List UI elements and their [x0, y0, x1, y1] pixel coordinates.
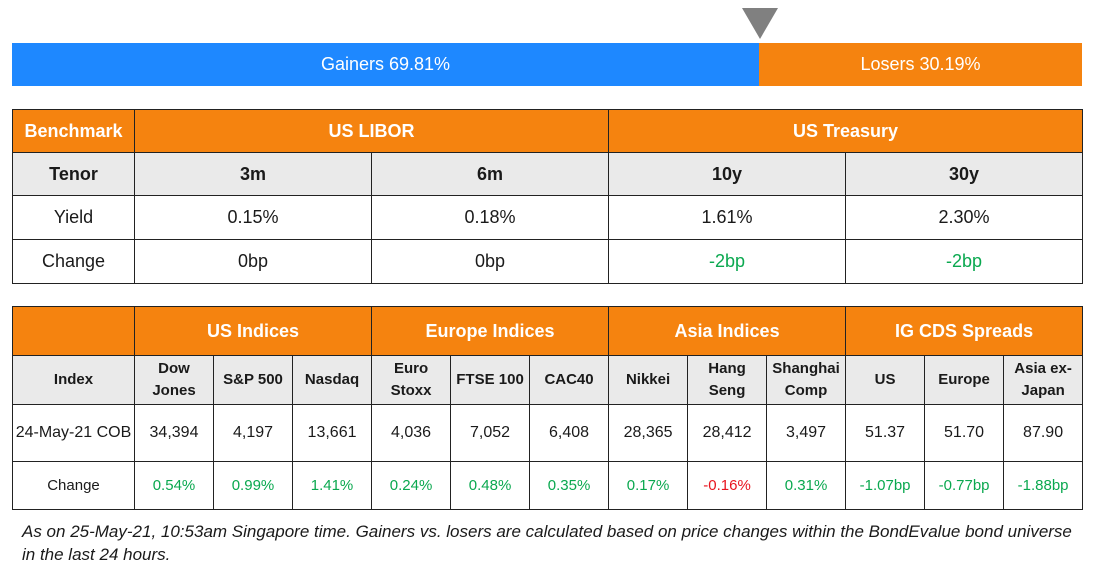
index-name-line: Comp [784, 382, 828, 399]
rate-change-cell: -2bp [845, 239, 1084, 284]
index-value-cell: 28,365 [608, 404, 689, 462]
rate-change-cell: -2bp [608, 239, 847, 284]
rates-header-row: Benchmark US LIBOR US Treasury [12, 109, 1084, 153]
footnote: As on 25-May-21, 10:53am Singapore time.… [22, 522, 1072, 564]
breadth-marker-icon [742, 8, 778, 39]
index-name-cell: Shanghai Comp [766, 355, 847, 405]
yield-cell: 0.18% [370, 195, 610, 240]
index-name-line: US [874, 371, 896, 388]
us-treasury-header: US Treasury [608, 109, 1084, 153]
index-name-line: Jones [152, 382, 196, 399]
change-label: Change [12, 461, 135, 510]
index-name-line: FTSE 100 [456, 371, 524, 388]
index-value-cell: 51.37 [845, 404, 926, 462]
index-name-line: Euro [393, 360, 429, 377]
index-change-cell: 0.54% [134, 461, 214, 510]
index-name-cell: Dow Jones [134, 355, 214, 405]
benchmark-header: Benchmark [12, 109, 135, 153]
index-change-cell: -0.77bp [924, 461, 1005, 510]
yield-cell: 2.30% [845, 195, 1084, 240]
indices-table: US Indices Europe Indices Asia Indices I… [12, 306, 1084, 510]
index-name-line: Asia ex- [1014, 360, 1072, 377]
index-name-cell: Hang Seng [687, 355, 768, 405]
index-changes-row: Change 0.54% 0.99% 1.41% 0.24% 0.48% 0.35% 0.1… [12, 461, 1084, 510]
index-change-cell: -0.16% [687, 461, 768, 510]
index-value-cell: 4,036 [371, 404, 452, 462]
gainers-segment: Gainers 69.81% [12, 43, 759, 86]
index-value-cell: 13,661 [291, 404, 373, 462]
europe-indices-header: Europe Indices [371, 306, 610, 356]
rate-change-cell: 0bp [134, 239, 372, 284]
tenor-cell: 6m [370, 152, 610, 196]
us-libor-header: US LIBOR [133, 109, 610, 153]
index-name-cell: Europe [924, 355, 1005, 405]
index-name-line: Nikkei [625, 371, 671, 388]
index-names-row: Index Dow Jones S&P 500 Nasdaq Euro Stoxx FTSE… [12, 355, 1084, 405]
index-name-line: Stoxx [390, 382, 432, 399]
rates-change-row: Change 0bp 0bp -2bp -2bp [12, 239, 1084, 284]
yield-label: Yield [12, 195, 135, 240]
ig-cds-spreads-header: IG CDS Spreads [845, 306, 1084, 356]
index-name-cell: Euro Stoxx [371, 355, 452, 405]
index-label: Index [12, 355, 135, 405]
date-label: 24-May-21 COB [12, 404, 135, 462]
index-value-cell: 3,497 [766, 404, 847, 462]
index-name-cell: FTSE 100 [450, 355, 531, 405]
losers-segment: Losers 30.19% [758, 43, 1082, 86]
index-value-cell: 6,408 [529, 404, 610, 462]
index-value-cell: 34,394 [134, 404, 214, 462]
index-name-cell: Nasdaq [291, 355, 373, 405]
index-change-cell: 0.17% [608, 461, 689, 510]
index-name-cell: Asia ex- Japan [1003, 355, 1084, 405]
index-change-cell: 1.41% [291, 461, 373, 510]
index-name-line: Hang [708, 360, 746, 377]
yield-row: Yield 0.15% 0.18% 1.61% 2.30% [12, 195, 1084, 240]
blank-header-cell [12, 306, 135, 356]
index-change-cell: 0.35% [529, 461, 610, 510]
index-name-line: Europe [938, 371, 990, 388]
index-value-cell: 51.70 [924, 404, 1005, 462]
index-change-cell: -1.88bp [1003, 461, 1084, 510]
gainers-losers-bar: Gainers 69.81% Losers 30.19% [12, 43, 1082, 86]
index-name-line: CAC40 [544, 371, 594, 388]
index-name-cell: US [845, 355, 926, 405]
index-change-cell: 0.24% [371, 461, 452, 510]
index-value-cell: 87.90 [1003, 404, 1084, 462]
index-name-line: Shanghai [772, 360, 840, 377]
yield-cell: 0.15% [134, 195, 372, 240]
index-name-cell: S&P 500 [213, 355, 293, 405]
tenor-cell: 3m [134, 152, 372, 196]
rates-table: Benchmark US LIBOR US Treasury Tenor 3m … [12, 109, 1084, 284]
index-name-line: Nasdaq [304, 371, 360, 388]
index-value-cell: 4,197 [213, 404, 293, 462]
index-value-cell: 7,052 [450, 404, 531, 462]
asia-indices-header: Asia Indices [608, 306, 847, 356]
index-values-row: 24-May-21 COB 34,394 4,197 13,661 4,036 7,05… [12, 404, 1084, 462]
tenor-cell: 10y [608, 152, 847, 196]
index-name-line: Seng [708, 382, 746, 399]
rate-change-cell: 0bp [370, 239, 610, 284]
yield-cell: 1.61% [608, 195, 847, 240]
index-change-cell: -1.07bp [845, 461, 926, 510]
index-name-cell: Nikkei [608, 355, 689, 405]
us-indices-header: US Indices [133, 306, 373, 356]
tenor-cell: 30y [845, 152, 1084, 196]
change-label: Change [12, 239, 135, 284]
index-name-line: Japan [1021, 382, 1065, 399]
index-change-cell: 0.31% [766, 461, 847, 510]
tenor-row: Tenor 3m 6m 10y 30y [12, 152, 1084, 196]
index-value-cell: 28,412 [687, 404, 768, 462]
index-change-cell: 0.99% [213, 461, 293, 510]
indices-header-row: US Indices Europe Indices Asia Indices I… [12, 306, 1084, 356]
index-name-line: S&P 500 [223, 371, 283, 388]
tenor-label: Tenor [12, 152, 135, 196]
index-name-cell: CAC40 [529, 355, 610, 405]
index-change-cell: 0.48% [450, 461, 531, 510]
index-name-line: Dow [158, 360, 190, 377]
